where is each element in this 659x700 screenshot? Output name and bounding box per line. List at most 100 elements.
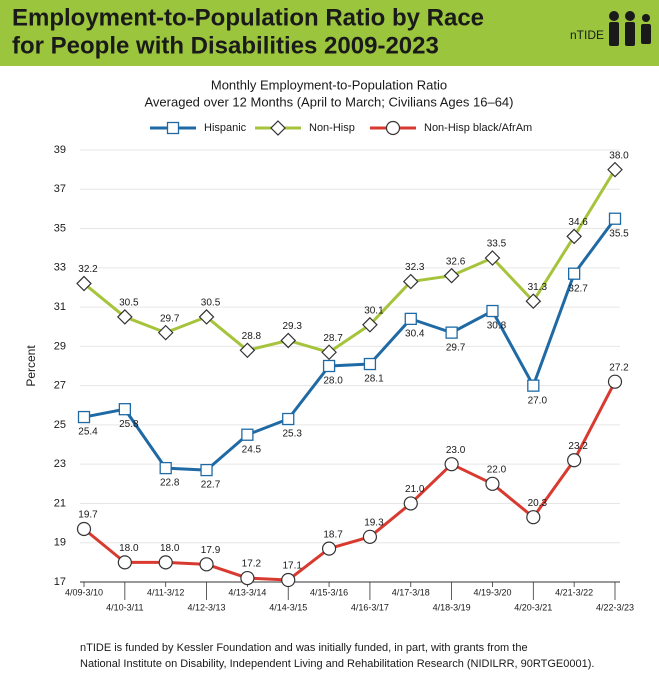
data-point bbox=[568, 267, 581, 280]
data-label: 24.5 bbox=[242, 444, 262, 455]
x-tick-label: 4/21-3/22 bbox=[555, 587, 593, 597]
data-point bbox=[403, 496, 418, 511]
data-point bbox=[486, 304, 499, 318]
data-label: 25.8 bbox=[119, 419, 139, 430]
data-label: 22.7 bbox=[201, 480, 221, 491]
y-tick-label: 37 bbox=[54, 183, 66, 195]
data-point bbox=[567, 453, 582, 468]
data-point bbox=[321, 541, 337, 556]
chart-title: Employment-to-Population Ratio by Race bbox=[12, 4, 484, 31]
data-point bbox=[158, 555, 173, 570]
x-tick-label: 4/13-3/14 bbox=[228, 587, 266, 597]
y-tick-label: 31 bbox=[54, 301, 66, 313]
logo-text: nTIDE bbox=[570, 28, 604, 42]
data-label: 19.3 bbox=[364, 517, 384, 528]
data-label: 38.0 bbox=[609, 150, 629, 161]
data-point bbox=[321, 344, 337, 361]
legend-marker bbox=[270, 120, 286, 136]
data-point bbox=[280, 332, 297, 349]
legend-marker bbox=[166, 121, 180, 135]
data-label: 17.2 bbox=[242, 559, 262, 570]
data-point bbox=[443, 267, 460, 284]
header-band bbox=[0, 0, 659, 66]
x-tick-label: 4/16-3/17 bbox=[351, 602, 389, 612]
data-point bbox=[198, 309, 215, 325]
data-label: 32.2 bbox=[78, 264, 98, 275]
data-label: 35.5 bbox=[609, 228, 629, 239]
data-point bbox=[282, 412, 295, 426]
data-label: 22.8 bbox=[160, 478, 180, 489]
y-tick-label: 17 bbox=[54, 576, 66, 588]
data-point bbox=[77, 410, 91, 424]
series-line bbox=[83, 168, 617, 354]
data-label: 33.5 bbox=[487, 239, 507, 250]
data-point bbox=[200, 463, 213, 477]
x-tick-label: 4/19-3/20 bbox=[473, 587, 511, 597]
data-label: 30.1 bbox=[364, 305, 384, 316]
data-point bbox=[607, 161, 623, 178]
data-point bbox=[76, 275, 92, 292]
x-tick-label: 4/14-3/15 bbox=[269, 602, 307, 612]
data-point bbox=[404, 312, 417, 326]
x-tick-label: 4/18-3/19 bbox=[433, 602, 471, 612]
data-point bbox=[362, 316, 378, 333]
data-point bbox=[363, 357, 377, 371]
data-label: 22.0 bbox=[487, 464, 507, 475]
legend-label: Non-Hisp black/AfrAm bbox=[424, 122, 532, 134]
data-point bbox=[281, 572, 296, 588]
data-point bbox=[118, 403, 131, 416]
data-label: 34.6 bbox=[568, 217, 588, 228]
data-label: 32.6 bbox=[446, 256, 466, 267]
x-tick-label: 4/11-3/12 bbox=[147, 587, 184, 597]
data-label: 28.0 bbox=[323, 376, 343, 387]
data-label: 27.2 bbox=[609, 362, 629, 373]
data-label: 30.5 bbox=[119, 298, 139, 309]
data-point bbox=[116, 309, 133, 325]
y-tick-label: 33 bbox=[54, 262, 66, 274]
x-tick-label: 4/15-3/16 bbox=[310, 587, 348, 597]
data-point bbox=[117, 555, 132, 570]
data-label: 17.1 bbox=[282, 561, 302, 572]
data-label: 18.0 bbox=[160, 543, 180, 554]
subtitle: Averaged over 12 Months (April to March;… bbox=[144, 94, 513, 109]
data-point bbox=[362, 529, 378, 544]
x-tick-label: 4/09-3/10 bbox=[65, 587, 103, 597]
data-label: 30.5 bbox=[201, 298, 221, 309]
data-point bbox=[607, 374, 623, 389]
subtitle: Monthly Employment-to-Population Ratio bbox=[211, 77, 447, 92]
data-point bbox=[322, 359, 336, 373]
y-tick-label: 35 bbox=[54, 222, 66, 234]
data-point bbox=[527, 379, 540, 392]
data-label: 21.0 bbox=[405, 484, 425, 495]
data-point bbox=[444, 457, 459, 472]
data-label: 23.0 bbox=[446, 445, 466, 456]
data-point bbox=[157, 324, 174, 341]
data-label: 17.9 bbox=[201, 545, 221, 556]
data-point bbox=[199, 557, 214, 572]
y-axis-label: Percent bbox=[24, 345, 38, 387]
legend-marker bbox=[385, 120, 401, 136]
data-point bbox=[445, 326, 458, 339]
data-label: 20.3 bbox=[528, 498, 548, 509]
data-label: 28.1 bbox=[364, 374, 384, 385]
data-point bbox=[159, 461, 172, 475]
data-point bbox=[566, 228, 583, 245]
data-point bbox=[76, 521, 92, 537]
chart-title: for People with Disabilities 2009-2023 bbox=[12, 32, 439, 59]
data-label: 30.4 bbox=[405, 329, 425, 340]
data-point bbox=[525, 293, 542, 310]
x-tick-label: 4/12-3/13 bbox=[188, 602, 226, 612]
data-label: 28.7 bbox=[323, 333, 343, 344]
data-point bbox=[239, 342, 256, 359]
data-point bbox=[484, 250, 501, 266]
x-tick-label: 4/17-3/18 bbox=[392, 587, 430, 597]
data-label: 25.3 bbox=[282, 429, 302, 440]
legend-label: Hispanic bbox=[204, 122, 247, 134]
footnote: National Institute on Disability, Indepe… bbox=[80, 658, 594, 670]
y-tick-label: 19 bbox=[54, 537, 66, 549]
data-label: 29.3 bbox=[282, 321, 302, 332]
x-tick-label: 4/22-3/23 bbox=[596, 602, 634, 612]
series-line bbox=[83, 217, 617, 472]
data-point bbox=[485, 476, 500, 491]
